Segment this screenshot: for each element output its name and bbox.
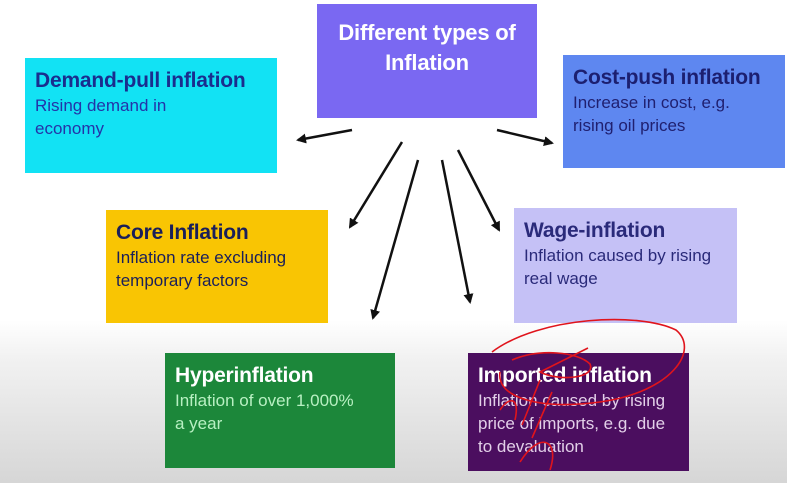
cost-push-desc-line2: rising oil prices — [573, 116, 686, 135]
hyperinflation-title: Hyperinflation — [175, 364, 314, 387]
wage-inflation-title: Wage-inflation — [524, 219, 666, 242]
hyperinflation-box: Hyperinflation Inflation of over 1,000% … — [165, 353, 395, 468]
arrow-to-imported — [440, 159, 474, 304]
center-box: Different types of Inflation — [317, 4, 537, 118]
annotation-oval — [491, 318, 686, 406]
annotation-strikes — [499, 379, 554, 471]
imported-inflation-desc-line1: Inflation caused by rising — [478, 391, 666, 410]
wage-inflation-box: Wage-inflation Inflation caused by risin… — [514, 208, 737, 323]
cost-push-box: Cost-push inflation Increase in cost, e.… — [563, 55, 785, 168]
arrow-to-wage — [456, 149, 501, 232]
cost-push-desc-line1: Increase in cost, e.g. — [573, 93, 730, 112]
core-inflation-title: Core Inflation — [116, 221, 249, 244]
demand-pull-desc-line2: economy — [35, 119, 104, 138]
center-title-line2: Inflation — [385, 50, 469, 75]
demand-pull-title: Demand-pull inflation — [35, 69, 246, 92]
wage-inflation-desc-line1: Inflation caused by rising — [524, 246, 712, 265]
core-inflation-desc-line2: temporary factors — [116, 271, 249, 290]
core-inflation-desc-line1: Inflation rate excluding — [116, 248, 287, 267]
imported-inflation-box: Imported inflation Inflation caused by r… — [468, 353, 689, 471]
arrow-to-cost-push — [496, 128, 554, 147]
imported-inflation-desc-line3: to devaluation — [478, 437, 584, 456]
hyperinflation-desc-line2: a year — [175, 414, 223, 433]
demand-pull-box: Demand-pull inflation Rising demand in e… — [25, 58, 277, 173]
annotation-loop — [511, 347, 592, 379]
center-title-line1: Different types of — [338, 20, 516, 45]
hyperinflation-desc-line1: Inflation of over 1,000% — [175, 391, 354, 410]
imported-inflation-title: Imported inflation — [478, 364, 652, 387]
wage-inflation-desc-line2: real wage — [524, 269, 598, 288]
arrow-to-demand-pull — [296, 128, 353, 144]
demand-pull-desc-line1: Rising demand in — [35, 96, 167, 115]
arrow-to-core — [348, 141, 404, 229]
core-inflation-box: Core Inflation Inflation rate excluding … — [106, 210, 328, 323]
cost-push-title: Cost-push inflation — [573, 66, 761, 89]
arrow-to-hyper — [370, 159, 420, 320]
